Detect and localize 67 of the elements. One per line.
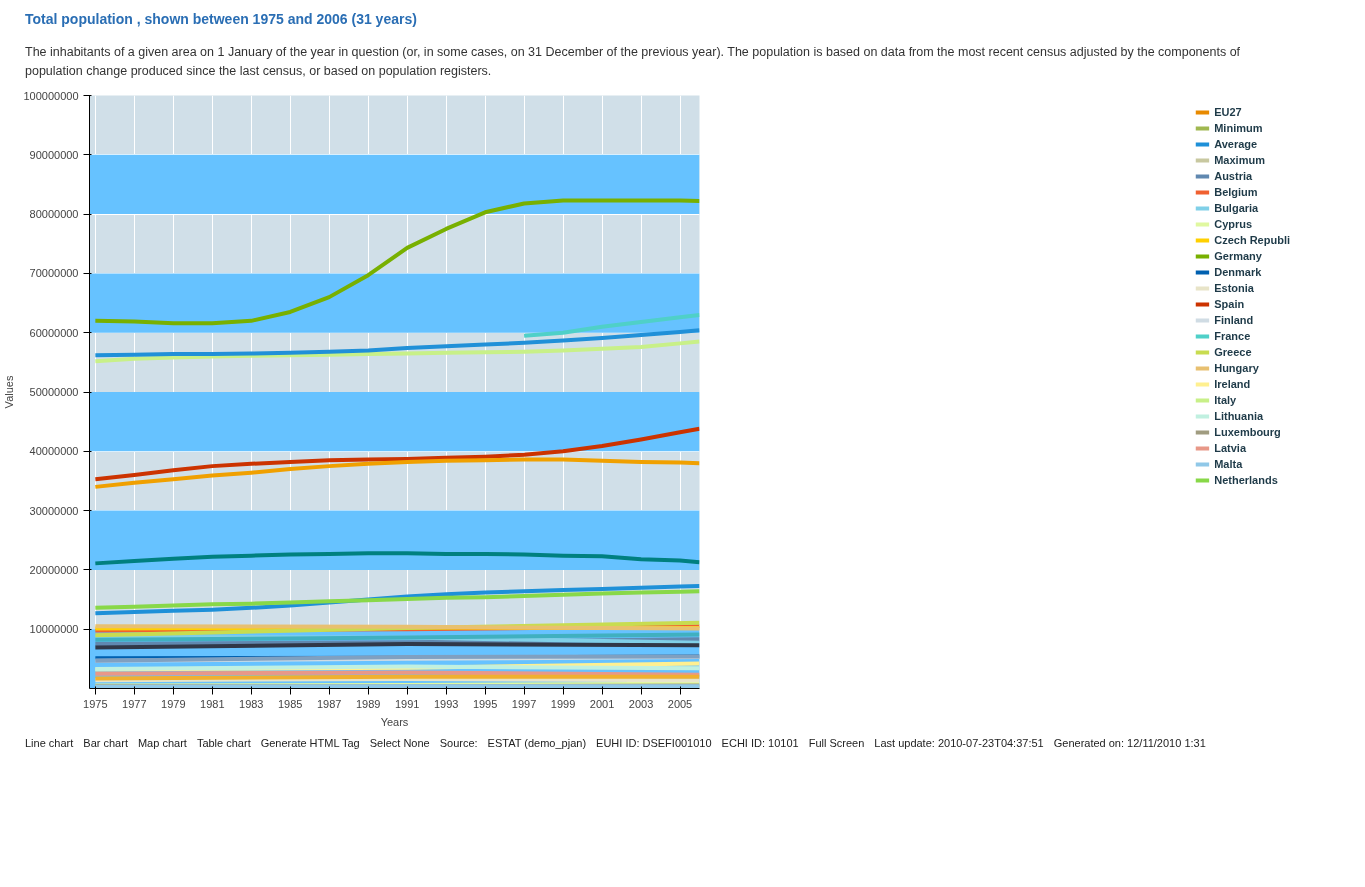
legend-label: Luxembourg — [1214, 425, 1281, 439]
legend-label: Latvia — [1214, 441, 1246, 455]
source-note: Source: — [439, 737, 478, 749]
text: ESTAT (demo_pjan) — [487, 737, 587, 749]
y-tick-label: 90000000 — [29, 148, 79, 161]
x-tick-label: 1987 — [316, 697, 342, 710]
text: Map chart — [137, 737, 187, 749]
x-tick-label: 1991 — [394, 697, 420, 710]
y-tick-label: 100000000 — [23, 89, 79, 102]
legend-label: Belgium — [1214, 185, 1258, 199]
legend-label: Ireland — [1214, 377, 1251, 391]
legend-label: Maximum — [1214, 153, 1265, 167]
legend-label: Germany — [1214, 249, 1262, 263]
text: EUHI ID: DSEFI001010 — [596, 737, 712, 749]
y-tick-label: 70000000 — [29, 267, 79, 280]
text: Last update: 2010-07-23T04:37:51 — [874, 737, 1044, 749]
text: Generate HTML Tag — [260, 737, 360, 749]
chart-title: Total population , shown between 1975 and 2006 (31 years) — [25, 10, 418, 29]
x-tick-label: 1985 — [278, 697, 303, 710]
legend-label: Estonia — [1214, 281, 1254, 295]
x-tick-label: 2005 — [667, 697, 693, 710]
x-tick-label: 1983 — [239, 697, 264, 710]
x-tick-label: 2003 — [628, 697, 654, 710]
legend-label: Netherlands — [1214, 473, 1278, 487]
text: Full Screen — [808, 737, 865, 749]
x-tick-label: 1989 — [355, 697, 381, 710]
text: Generated on: 12/11/2010 1:31 — [1053, 737, 1206, 749]
x-tick-label: 1981 — [200, 697, 225, 710]
legend-label: Hungary — [1214, 361, 1259, 375]
legend-label: Greece — [1214, 345, 1252, 359]
text: Select None — [369, 737, 430, 749]
y-axis-title: Values — [3, 375, 16, 409]
legend-label: Finland — [1214, 313, 1254, 327]
legend-label: EU27 — [1214, 105, 1242, 119]
y-tick-label: 40000000 — [29, 445, 79, 458]
x-tick-label: 1995 — [472, 697, 498, 710]
x-tick-label: 2001 — [589, 697, 615, 710]
x-axis-title: Years — [380, 715, 409, 728]
legend-label: France — [1214, 329, 1251, 343]
y-tick-label: 50000000 — [29, 386, 79, 398]
legend-label: Malta — [1214, 457, 1243, 471]
text: Table chart — [196, 737, 251, 749]
x-tick-label: 1993 — [433, 697, 459, 710]
x-tick-label: 1997 — [511, 697, 537, 710]
legend-label: Austria — [1214, 169, 1253, 183]
legend-label: Bulgaria — [1214, 201, 1259, 215]
legend-label: Lithuania — [1214, 409, 1264, 423]
y-tick-label: 10000000 — [29, 623, 79, 636]
y-tick-label: 60000000 — [29, 326, 79, 339]
x-tick-label: 1975 — [83, 697, 108, 710]
x-tick-label: 1977 — [122, 697, 147, 710]
legend-label: Czech Republi — [1214, 233, 1290, 247]
legend-label: Minimum — [1214, 121, 1263, 135]
x-tick-label: 1979 — [161, 697, 186, 710]
legend-label: Average — [1214, 137, 1258, 151]
chart-subtitle: The inhabitants of a given area on 1 January of the year in question (or, in some cases, on 31 December of the previous year). The population is based on data from the most recent census adjusted by the components of population change produced since the last census, or based on population registers. — [25, 44, 1242, 80]
text: Bar chart — [83, 737, 128, 749]
legend-label: Italy — [1214, 393, 1237, 407]
legend-label: Denmark — [1214, 265, 1262, 279]
x-tick-label: 1999 — [550, 697, 576, 710]
y-tick-label: 80000000 — [29, 208, 79, 221]
text: Line chart — [25, 737, 74, 749]
legend-label: Spain — [1214, 297, 1245, 311]
y-tick-label: 20000000 — [29, 563, 79, 576]
text: ECHI ID: 10101 — [721, 737, 799, 749]
y-tick-label: 30000000 — [29, 504, 79, 517]
legend-label: Cyprus — [1214, 217, 1253, 231]
